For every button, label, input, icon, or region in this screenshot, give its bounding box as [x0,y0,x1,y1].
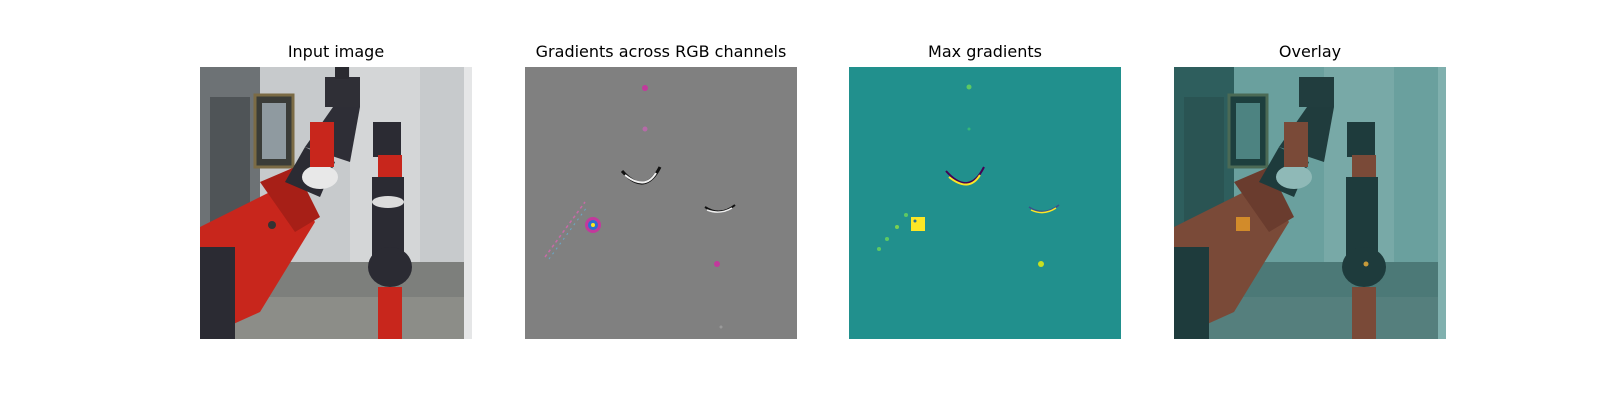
input-image [200,67,472,339]
gradient-map-max [849,67,1121,339]
gradients-rgb-image [525,67,797,339]
panel-overlay: Overlay [1174,40,1446,339]
overlay-image [1174,67,1446,339]
panel-title-overlay: Overlay [1278,42,1342,61]
robot-scene-photo [200,67,472,339]
panel-title-input: Input image [287,42,385,61]
panel-input-image: Input image [200,40,472,339]
gradient-map-rgb [525,67,797,339]
max-gradients-image [849,67,1121,339]
panel-title-gradients-rgb: Gradients across RGB channels [535,42,787,61]
panel-title-max-gradients: Max gradients [928,42,1042,61]
overlay-composite [1174,67,1446,339]
panel-max-gradients: Max gradients [849,40,1121,339]
panel-gradients-rgb: Gradients across RGB channels [525,40,797,339]
